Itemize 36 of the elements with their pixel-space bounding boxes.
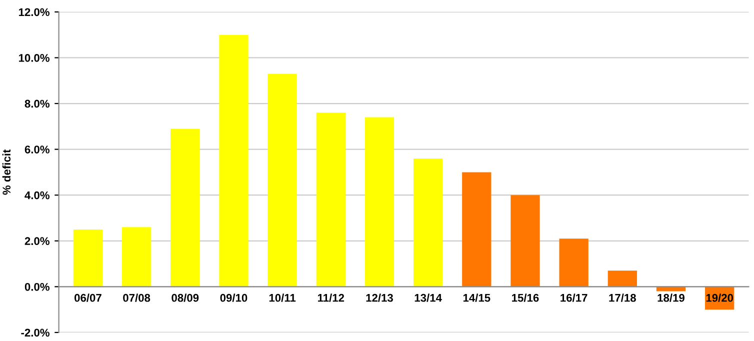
- y-tick-label: 10.0%: [18, 54, 50, 62]
- y-tick-label: -2.0%: [21, 328, 50, 337]
- x-tick-label: 15/16: [512, 294, 539, 302]
- y-tick-label: 0.0%: [24, 282, 50, 291]
- bar: [510, 195, 540, 287]
- x-tick-label: 09/10: [220, 294, 248, 302]
- y-tick-label: 4.0%: [24, 191, 50, 200]
- bar: [462, 172, 492, 287]
- y-axis-title: % deficit: [2, 149, 11, 195]
- x-tick-label: 06/07: [74, 294, 102, 302]
- bar: [364, 117, 394, 287]
- bar: [73, 229, 103, 287]
- bar: [122, 227, 152, 287]
- y-tick-label: 12.0%: [18, 8, 50, 16]
- y-tick-label: 2.0%: [24, 237, 50, 246]
- bar: [656, 286, 686, 292]
- bar: [170, 128, 200, 287]
- x-tick-label: 18/19: [658, 294, 684, 302]
- x-tick-label: 17/18: [609, 294, 636, 302]
- x-tick-label: 11/12: [318, 294, 344, 302]
- x-tick-label: 07/08: [123, 294, 150, 302]
- x-tick-label: 19/20: [706, 294, 734, 302]
- bar: [608, 270, 637, 287]
- y-tick-label: 6.0%: [24, 146, 50, 154]
- x-tick-label: 14/15: [463, 294, 490, 302]
- y-tick-label: 8.0%: [24, 100, 50, 108]
- x-tick-label: 12/13: [366, 294, 393, 302]
- bar: [316, 112, 346, 287]
- x-tick-label: 13/14: [414, 294, 442, 302]
- bar: [219, 34, 248, 287]
- x-tick-label: 16/17: [560, 294, 588, 302]
- bar: [413, 158, 443, 287]
- x-tick-label: 10/11: [269, 294, 296, 302]
- x-tick-label: 08/09: [172, 294, 199, 302]
- bar: [268, 74, 297, 287]
- bar: [559, 238, 588, 287]
